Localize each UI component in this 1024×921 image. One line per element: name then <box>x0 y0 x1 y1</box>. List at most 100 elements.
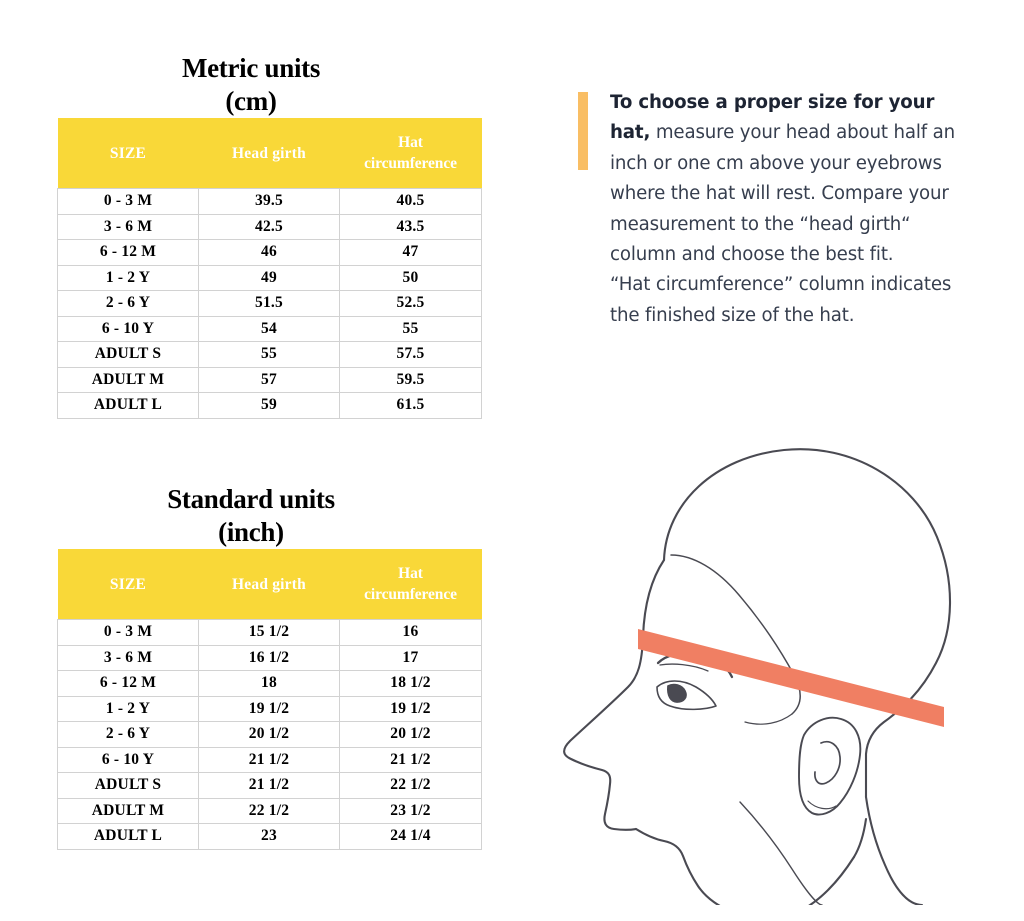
cell-size: ADULT S <box>57 772 199 799</box>
cell-size: 3 - 6 M <box>57 214 199 240</box>
standard-header-row: SIZE Head girth Hat circumference <box>57 549 482 620</box>
ear-lobe <box>807 800 837 810</box>
cell-head-girth: 57 <box>198 367 340 393</box>
ear-inner-helix <box>814 740 841 785</box>
jaw-to-ear <box>852 817 868 859</box>
table-row: ADULT S 55 57.5 <box>57 341 482 368</box>
table-row: 2 - 6 Y 20 1/2 20 1/2 <box>57 721 482 748</box>
head-profile-svg <box>563 448 952 905</box>
metric-col-header-hat-circumference: Hat circumference <box>339 118 482 189</box>
standard-table-head: SIZE Head girth Hat circumference <box>57 549 482 620</box>
eye-iris <box>667 683 687 703</box>
skull-outline <box>662 448 952 799</box>
info-column: To choose a proper size for your hat, me… <box>540 0 1024 921</box>
hair-fringe-edge <box>744 713 793 725</box>
cell-size: ADULT S <box>57 341 199 368</box>
cell-hat-circumference: 17 <box>339 645 482 671</box>
table-row: 2 - 6 Y 51.5 52.5 <box>57 290 482 317</box>
cell-head-girth: 49 <box>198 265 340 291</box>
cell-head-girth: 21 1/2 <box>198 772 340 799</box>
sizing-instructions-body: measure your head about half an inch or … <box>610 122 956 266</box>
cell-hat-circumference: 23 1/2 <box>339 798 482 824</box>
cell-size: 6 - 12 M <box>57 239 199 266</box>
table-row: 1 - 2 Y 49 50 <box>57 265 482 291</box>
standard-title-unit: (inch) <box>218 517 284 547</box>
cell-size: 1 - 2 Y <box>57 265 199 291</box>
metric-col-header-size: SIZE <box>57 118 199 189</box>
cell-head-girth: 16 1/2 <box>198 645 340 671</box>
cell-hat-circumference: 24 1/4 <box>339 823 482 850</box>
table-row: ADULT S 21 1/2 22 1/2 <box>57 772 482 799</box>
cell-hat-circumference: 18 1/2 <box>339 670 482 697</box>
cell-size: 2 - 6 Y <box>57 290 199 317</box>
cell-head-girth: 54 <box>198 316 340 342</box>
standard-units-table-block: Standard units (inch) SIZE Head girth Ha… <box>0 483 540 850</box>
cell-hat-circumference: 52.5 <box>339 290 482 317</box>
table-row: 6 - 10 Y 21 1/2 21 1/2 <box>57 747 482 773</box>
cell-hat-circumference: 16 <box>339 619 482 646</box>
cell-size: ADULT L <box>57 392 199 419</box>
cell-hat-circumference: 40.5 <box>339 188 482 215</box>
cell-size: 0 - 3 M <box>57 619 199 646</box>
cell-size: ADULT M <box>57 367 199 393</box>
table-row: 3 - 6 M 42.5 43.5 <box>57 214 482 240</box>
table-row: 3 - 6 M 16 1/2 17 <box>57 645 482 671</box>
standard-col-header-head-girth: Head girth <box>198 549 340 620</box>
standard-size-table: SIZE Head girth Hat circumference 0 - 3 … <box>57 549 482 850</box>
table-row: ADULT M 22 1/2 23 1/2 <box>57 798 482 824</box>
tables-column: Metric units (cm) SIZE Head girth Hat ci… <box>0 52 540 850</box>
metric-title-main: Metric units <box>181 53 321 83</box>
cell-size: 0 - 3 M <box>57 188 199 215</box>
cell-head-girth: 23 <box>198 823 340 850</box>
standard-col-header-hat-circumference: Hat circumference <box>339 549 482 620</box>
metric-table-body: 0 - 3 M 39.5 40.5 3 - 6 M 42.5 43.5 6 - … <box>57 188 482 419</box>
table-row: 1 - 2 Y 19 1/2 19 1/2 <box>57 696 482 722</box>
cell-hat-circumference: 57.5 <box>339 341 482 368</box>
metric-col-header-circ-line1: Hat <box>398 134 423 151</box>
sizing-instructions-body-second: “Hat circumference” column indicates the… <box>610 274 952 326</box>
cell-head-girth: 15 1/2 <box>198 619 340 646</box>
cell-head-girth: 22 1/2 <box>198 798 340 824</box>
table-row: 6 - 12 M 46 47 <box>57 239 482 266</box>
cell-hat-circumference: 20 1/2 <box>339 721 482 748</box>
cell-head-girth: 18 <box>198 670 340 697</box>
cell-head-girth: 19 1/2 <box>198 696 340 722</box>
cell-head-girth: 46 <box>198 239 340 266</box>
cell-hat-circumference: 55 <box>339 316 482 342</box>
standard-table-body: 0 - 3 M 15 1/2 16 3 - 6 M 16 1/2 17 6 - … <box>57 619 482 850</box>
standard-col-header-size: SIZE <box>57 549 199 620</box>
cell-head-girth: 39.5 <box>198 188 340 215</box>
cell-head-girth: 21 1/2 <box>198 747 340 773</box>
metric-title-unit: (cm) <box>225 86 277 116</box>
hairline-sweep <box>670 554 801 715</box>
table-row: 0 - 3 M 39.5 40.5 <box>57 188 482 215</box>
metric-header-row: SIZE Head girth Hat circumference <box>57 118 482 189</box>
table-row: ADULT L 59 61.5 <box>57 392 482 419</box>
sizing-instructions-text: To choose a proper size for your hat, me… <box>610 88 972 331</box>
neck-front-guide <box>739 801 823 905</box>
sizing-instructions-lead-in: To choose a proper size for your hat, <box>610 92 935 144</box>
cell-head-girth: 51.5 <box>198 290 340 317</box>
ear-outline <box>798 716 862 816</box>
cell-size: 2 - 6 Y <box>57 721 199 748</box>
measuring-band-group <box>638 629 944 727</box>
accent-bar <box>578 92 588 170</box>
cell-hat-circumference: 50 <box>339 265 482 291</box>
cell-size: 6 - 12 M <box>57 670 199 697</box>
face-profile-upper <box>563 558 666 831</box>
cell-size: 6 - 10 Y <box>57 747 199 773</box>
cell-head-girth: 20 1/2 <box>198 721 340 748</box>
table-row: 0 - 3 M 15 1/2 16 <box>57 619 482 646</box>
cell-hat-circumference: 43.5 <box>339 214 482 240</box>
cell-hat-circumference: 21 1/2 <box>339 747 482 773</box>
cell-size: ADULT M <box>57 798 199 824</box>
table-row: 6 - 12 M 18 18 1/2 <box>57 670 482 697</box>
table-row: ADULT L 23 24 1/4 <box>57 823 482 850</box>
table-row: ADULT M 57 59.5 <box>57 367 482 393</box>
standard-col-header-circ-line1: Hat <box>398 565 423 582</box>
standard-table-title: Standard units (inch) <box>36 483 466 549</box>
metric-table-title: Metric units (cm) <box>36 52 466 118</box>
table-row: 6 - 10 Y 54 55 <box>57 316 482 342</box>
measuring-band <box>638 629 944 727</box>
metric-units-table-block: Metric units (cm) SIZE Head girth Hat ci… <box>0 52 540 419</box>
